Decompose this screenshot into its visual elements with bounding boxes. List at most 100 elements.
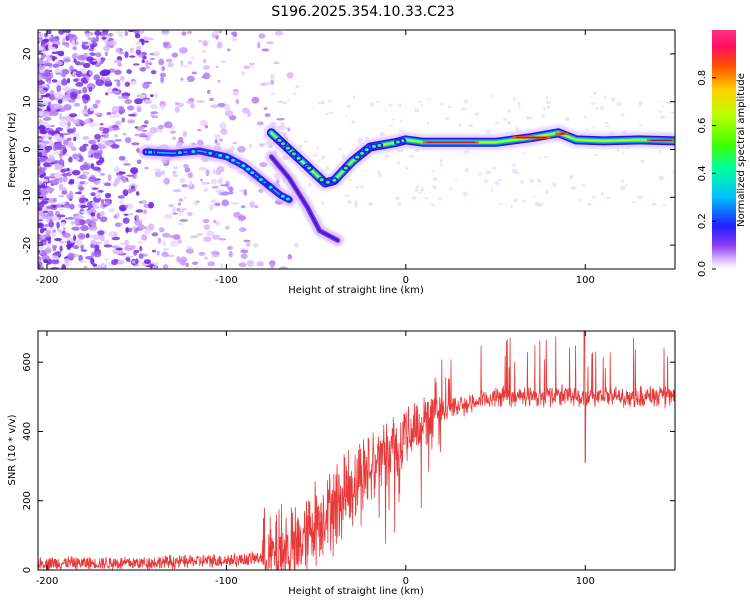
spectrogram-noise-speck bbox=[78, 119, 84, 125]
spectrogram-noise-speck bbox=[142, 82, 150, 89]
spectrogram-noise-speck bbox=[66, 77, 71, 84]
spectrogram-noise-speck bbox=[47, 80, 52, 85]
spectrogram-noise-speck bbox=[128, 113, 136, 117]
spectrogram-noise-speck bbox=[56, 51, 65, 55]
colorbar-gradient bbox=[712, 30, 736, 269]
spectrogram-noise-speck bbox=[42, 117, 51, 121]
spectrogram-noise-speck bbox=[491, 93, 494, 98]
spectrogram-noise-speck bbox=[62, 232, 71, 238]
spectrogram-noise-speck bbox=[369, 102, 375, 107]
spectrogram-noise-speck bbox=[192, 261, 199, 265]
spectrogram-noise-speck bbox=[111, 245, 119, 248]
spectrogram-noise-speck bbox=[75, 215, 84, 219]
spectrogram-noise-speck bbox=[81, 61, 85, 65]
snr-xtick-label: -100 bbox=[215, 576, 238, 587]
spectrogram-noise-speck bbox=[317, 101, 321, 105]
spectrogram-noise-speck bbox=[259, 162, 268, 168]
spectrogram-noise-speck bbox=[107, 69, 111, 74]
spectrogram-noise-speck bbox=[48, 139, 53, 144]
spectrogram-noise-speck bbox=[118, 155, 126, 161]
spectrogram-noise-speck bbox=[672, 169, 675, 175]
spectrogram-noise-speck bbox=[90, 43, 95, 50]
spectrogram-noise-speck bbox=[172, 212, 179, 215]
spectrogram-noise-speck bbox=[114, 134, 119, 138]
spectrogram-noise-speck bbox=[211, 185, 219, 189]
spectrogram-noise-speck bbox=[212, 234, 221, 240]
spectrogram-noise-speck bbox=[400, 119, 403, 123]
spectrogram-noise-speck bbox=[264, 113, 271, 118]
spectrogram-noise-speck bbox=[38, 219, 44, 222]
spectrogram-noise-speck bbox=[592, 154, 599, 157]
spectrogram-noise-speck bbox=[154, 170, 163, 178]
spectrogram-noise-speck bbox=[202, 65, 211, 70]
spectrogram-noise-speck bbox=[270, 263, 275, 269]
colorbar-label: Normalized spectral amplitude bbox=[736, 73, 747, 227]
spectrogram-noise-speck bbox=[240, 205, 246, 209]
spectrogram-noise-speck bbox=[54, 173, 62, 179]
spectrogram-noise-speck bbox=[533, 195, 536, 198]
spectrogram-noise-speck bbox=[89, 234, 98, 239]
spectrogram-noise-speck bbox=[182, 131, 188, 138]
spectrogram-noise-speck bbox=[81, 41, 89, 45]
spectrogram-noise-speck bbox=[59, 245, 63, 252]
tail-track bbox=[265, 150, 344, 247]
spectrogram-noise-speck bbox=[38, 202, 45, 208]
spectrogram-noise-speck bbox=[115, 48, 121, 53]
spectrogram-noise-speck bbox=[261, 48, 270, 52]
spectrogram-noise-speck bbox=[44, 94, 51, 97]
spectrogram-noise-speck bbox=[245, 241, 251, 248]
spectrogram-noise-speck bbox=[58, 119, 68, 127]
spectrogram-noise-speck bbox=[66, 167, 70, 172]
spectrogram-noise-speck bbox=[432, 177, 438, 181]
spectrogram-noise-speck bbox=[186, 30, 193, 34]
spectrogram-noise-speck bbox=[543, 106, 546, 111]
spectrogram-noise-speck bbox=[115, 31, 124, 34]
spectrogram-noise-speck bbox=[182, 163, 190, 169]
spectrogram-noise-speck bbox=[73, 234, 77, 242]
spectrogram-noise-speck bbox=[168, 234, 175, 238]
spectrogram-noise-speck bbox=[218, 30, 223, 34]
spectrogram-noise-speck bbox=[328, 111, 334, 114]
spectrogram-noise-speck bbox=[258, 33, 266, 39]
spectrogram-noise-speck bbox=[60, 221, 66, 227]
spectrogram-noise-speck bbox=[546, 96, 549, 100]
spectrogram-noise-speck bbox=[263, 82, 272, 85]
spectrogram-noise-speck bbox=[78, 186, 85, 191]
spectrogram-noise-speck bbox=[219, 122, 227, 129]
main-track-blob-core bbox=[250, 171, 255, 175]
spectrogram-noise-speck bbox=[105, 92, 109, 96]
spectrogram-noise-speck bbox=[82, 63, 91, 69]
spectrogram-noise-speck bbox=[42, 207, 46, 210]
spectrogram-noise-speck bbox=[99, 156, 105, 164]
spectrogram-noise-speck bbox=[82, 175, 88, 179]
spectrogram-noise-speck bbox=[398, 130, 403, 133]
spectrogram-noise-speck bbox=[640, 159, 645, 164]
spectrogram-noise-speck bbox=[70, 221, 76, 226]
spectrogram-noise-speck bbox=[48, 36, 56, 43]
spectrogram-noise-speck bbox=[541, 114, 545, 118]
spectrogram-noise-speck bbox=[492, 166, 497, 170]
spectrogram-noise-speck bbox=[603, 121, 610, 124]
main-track-blob-core bbox=[280, 194, 285, 198]
spectrogram-noise-speck bbox=[79, 145, 87, 152]
spectrogram-noise-speck bbox=[349, 178, 353, 182]
spectrogram-noise-speck bbox=[214, 202, 221, 207]
main-track-blob-core bbox=[148, 150, 153, 154]
spectrogram-noise-speck bbox=[172, 170, 177, 175]
spectrogram-noise-speck bbox=[181, 65, 189, 68]
spectrogram-noise-speck bbox=[216, 142, 221, 146]
main-track-blob-core bbox=[241, 164, 246, 168]
spectrogram-noise-speck bbox=[51, 244, 58, 249]
spectrogram-noise-speck bbox=[497, 178, 502, 181]
spectrogram-noise-speck bbox=[90, 32, 94, 36]
spectrogram-noise-speck bbox=[95, 192, 102, 199]
spectrogram-noise-speck bbox=[225, 180, 230, 188]
spectrogram-noise-speck bbox=[357, 142, 363, 145]
spectrogram-noise-speck bbox=[99, 70, 108, 77]
spectrogram-noise-speck bbox=[101, 262, 106, 268]
spectrogram-noise-speck bbox=[287, 127, 291, 132]
spectrogram-noise-speck bbox=[38, 152, 43, 158]
spectrogram-noise-speck bbox=[637, 100, 643, 105]
spectrogram-noise-speck bbox=[47, 210, 54, 217]
